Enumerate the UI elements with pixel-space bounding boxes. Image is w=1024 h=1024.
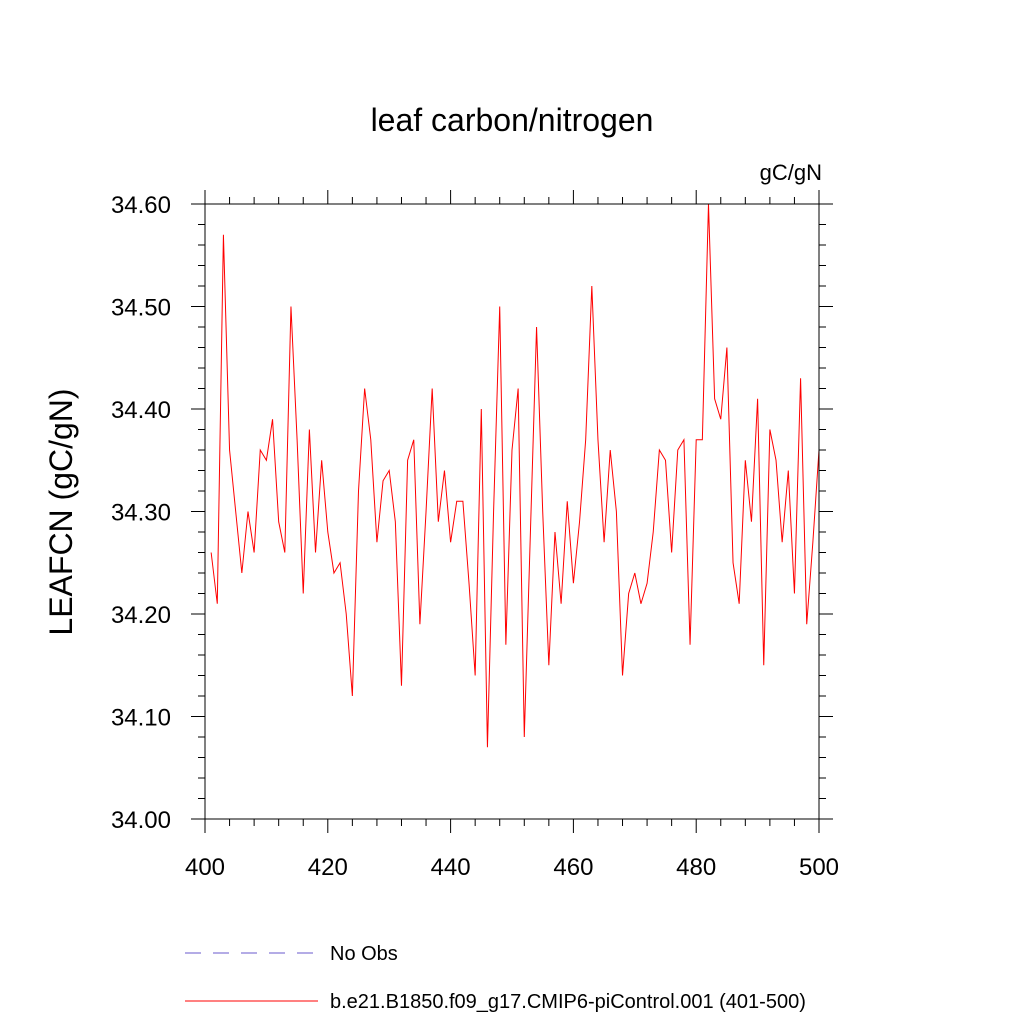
y-tick-label: 34.40	[111, 397, 171, 424]
axis-tick-labels: 400 420 440 460 480 500 34.00 34.10 34.20 34.30 34…	[111, 192, 839, 881]
legend-label-model: b.e21.B1850.f09_g17.CMIP6-piControl.001 …	[330, 991, 806, 1013]
y-tick-label: 34.10	[111, 705, 171, 732]
x-tick-label: 440	[431, 854, 471, 881]
chart-title: leaf carbon/nitrogen	[371, 102, 654, 138]
plot-area	[210, 203, 820, 748]
legend: No Obs b.e21.B1850.f09_g17.CMIP6-piContr…	[185, 943, 806, 1013]
axis-ticks	[191, 190, 833, 833]
x-tick-label: 460	[553, 854, 593, 881]
y-tick-label: 34.50	[111, 295, 171, 322]
plot-frame	[204, 203, 820, 820]
x-tick-label: 400	[185, 854, 225, 881]
x-tick-label: 480	[676, 854, 716, 881]
series-line-1	[210, 203, 820, 748]
y-tick-label: 34.30	[111, 500, 171, 527]
units-label: gC/gN	[760, 160, 822, 185]
y-tick-label: 34.20	[111, 602, 171, 629]
x-tick-label: 420	[308, 854, 348, 881]
legend-label-no-obs: No Obs	[330, 943, 398, 965]
y-tick-label: 34.00	[111, 807, 171, 834]
y-axis-label: LEAFCN (gC/gN)	[43, 388, 79, 635]
y-tick-label: 34.60	[111, 192, 171, 219]
x-tick-label: 500	[799, 854, 839, 881]
